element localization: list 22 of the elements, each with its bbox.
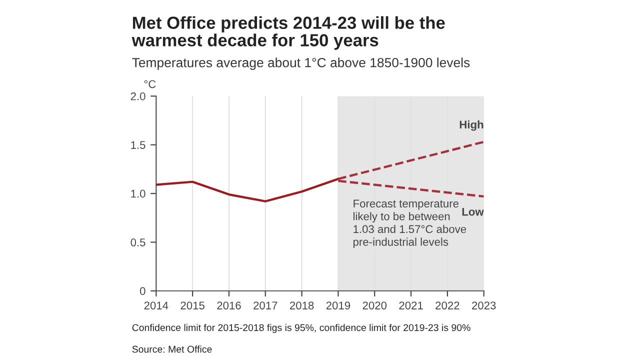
x-tick-label: 2015 bbox=[180, 302, 204, 310]
x-tick-label: 2018 bbox=[290, 302, 314, 310]
x-tick-label: 2021 bbox=[399, 302, 423, 310]
y-tick-label: 0 bbox=[140, 287, 146, 296]
x-tick-label: 2017 bbox=[254, 302, 278, 310]
y-tick-label: 1.0 bbox=[131, 190, 146, 198]
x-tick-label: 2022 bbox=[436, 302, 460, 310]
series-label: Low bbox=[462, 208, 484, 216]
text: Confidence limit for 2015-2018 figs is 95%, confidence limit for 2019-23 is 90% bbox=[132, 324, 470, 333]
x-tick-label: 2020 bbox=[362, 302, 387, 310]
series-label: High bbox=[460, 120, 484, 131]
x-tick-label: 2019 bbox=[326, 302, 350, 310]
x-tick-label: 2014 bbox=[144, 302, 168, 310]
chart-title: Met Office predicts 2014-23 will be the warmest decade for 150 years bbox=[132, 16, 445, 50]
x-tick-label: 2016 bbox=[217, 302, 241, 310]
chart-subtitle: Temperatures average about 1°C above 1850-1900 levels bbox=[132, 58, 470, 70]
y-axis-title: °C bbox=[144, 80, 156, 88]
y-tick-label: 0.5 bbox=[130, 238, 146, 246]
x-tick-label: 2023 bbox=[472, 302, 496, 310]
source-note: Source: Met Office bbox=[132, 346, 212, 353]
y-tick-label: 2.0 bbox=[130, 92, 146, 100]
y-tick-label: 1.5 bbox=[131, 141, 146, 149]
